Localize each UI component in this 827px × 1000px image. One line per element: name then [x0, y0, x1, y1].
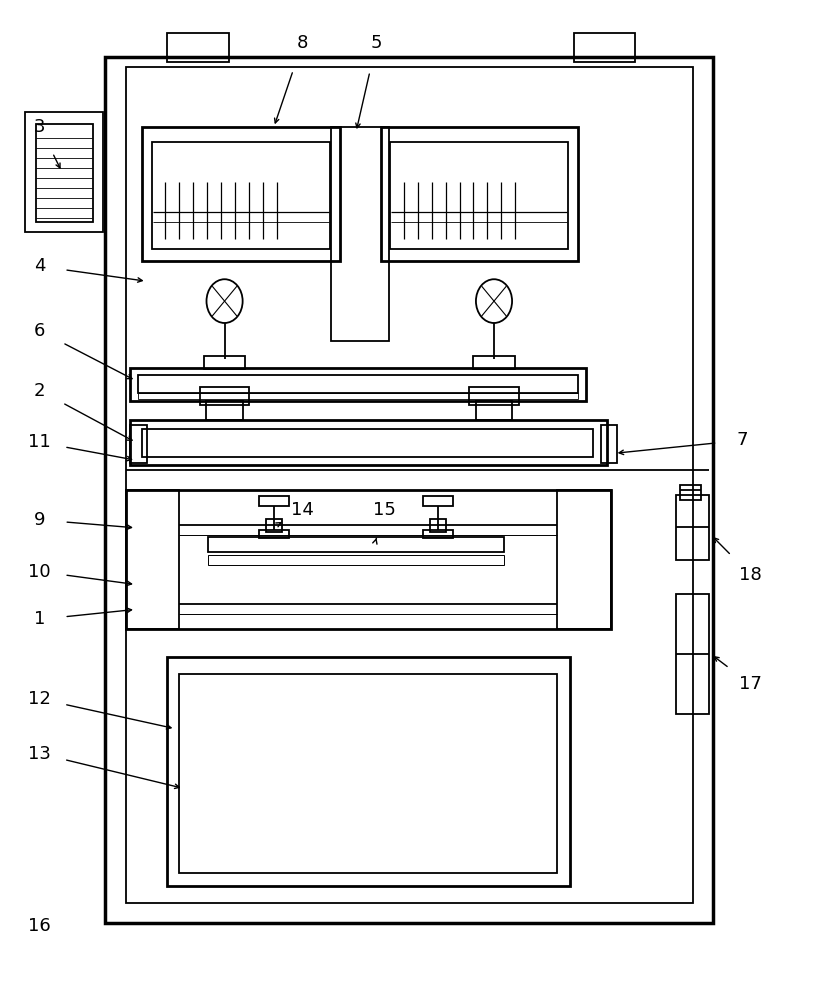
- Text: 10: 10: [28, 563, 51, 581]
- Text: 12: 12: [28, 690, 51, 708]
- Bar: [126, 490, 610, 629]
- Bar: [600, 425, 617, 463]
- Bar: [130, 368, 586, 401]
- Bar: [332, 127, 389, 341]
- Bar: [259, 530, 289, 538]
- Bar: [138, 375, 578, 393]
- Bar: [681, 485, 701, 500]
- Bar: [380, 127, 578, 261]
- Bar: [208, 555, 504, 565]
- Text: 13: 13: [28, 745, 51, 763]
- Bar: [474, 356, 514, 369]
- Bar: [167, 657, 570, 886]
- Bar: [25, 112, 103, 232]
- Text: 9: 9: [34, 511, 45, 529]
- Bar: [259, 496, 289, 506]
- Bar: [106, 57, 714, 923]
- Bar: [126, 67, 693, 903]
- Bar: [676, 495, 710, 560]
- Bar: [423, 530, 453, 538]
- Bar: [200, 387, 249, 405]
- Text: 1: 1: [34, 610, 45, 628]
- Text: 8: 8: [297, 34, 308, 52]
- Bar: [167, 33, 229, 62]
- Text: 15: 15: [373, 501, 396, 519]
- Bar: [142, 429, 593, 457]
- Bar: [476, 401, 512, 420]
- Text: 4: 4: [34, 257, 45, 275]
- Bar: [574, 33, 635, 62]
- Text: 5: 5: [370, 34, 382, 52]
- Bar: [204, 356, 245, 369]
- Bar: [142, 127, 340, 261]
- Bar: [265, 519, 282, 532]
- Bar: [152, 142, 330, 249]
- Bar: [130, 425, 146, 463]
- Bar: [126, 490, 179, 629]
- Bar: [207, 401, 242, 420]
- Text: 14: 14: [291, 501, 314, 519]
- Bar: [130, 420, 606, 465]
- Bar: [36, 124, 93, 222]
- Bar: [208, 537, 504, 552]
- Text: 6: 6: [34, 322, 45, 340]
- Bar: [138, 393, 578, 399]
- Bar: [470, 387, 519, 405]
- Text: 17: 17: [739, 675, 762, 693]
- Text: 3: 3: [34, 118, 45, 136]
- Bar: [557, 490, 610, 629]
- Bar: [390, 142, 568, 249]
- Bar: [430, 519, 447, 532]
- Text: 18: 18: [739, 566, 762, 584]
- Bar: [179, 674, 557, 873]
- Text: 16: 16: [28, 917, 51, 935]
- Text: 2: 2: [34, 382, 45, 400]
- Text: 7: 7: [736, 431, 748, 449]
- Bar: [676, 594, 710, 714]
- Text: 11: 11: [28, 433, 51, 451]
- Bar: [423, 496, 453, 506]
